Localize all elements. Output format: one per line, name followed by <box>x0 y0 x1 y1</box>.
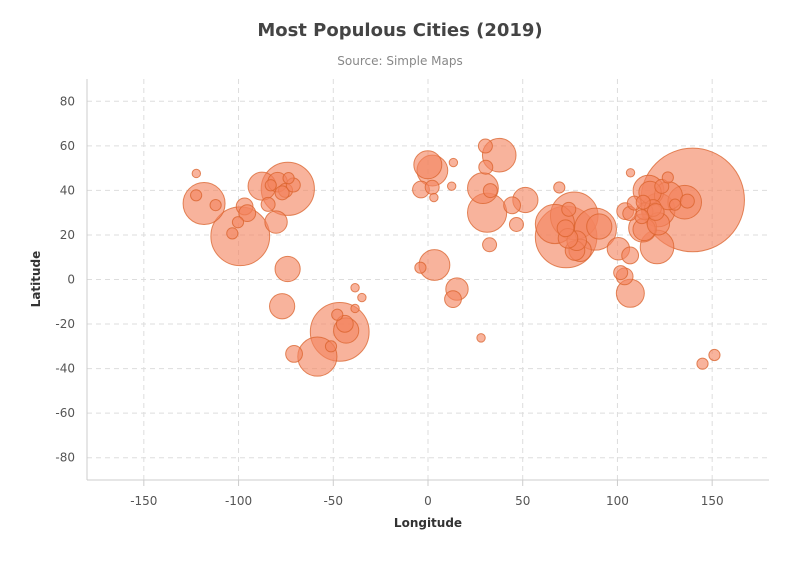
y-tick-label: 80 <box>60 94 75 108</box>
city-bubble[interactable] <box>508 216 524 232</box>
city-bubble[interactable] <box>226 227 239 240</box>
axes <box>86 79 769 486</box>
x-tick-label: 100 <box>606 494 629 508</box>
y-axis-title: Latitude <box>29 251 43 308</box>
city-bubble[interactable] <box>264 210 288 234</box>
city-bubble[interactable] <box>477 138 493 154</box>
city-bubble[interactable] <box>621 246 640 265</box>
y-tick-label: -40 <box>55 362 75 376</box>
city-bubble[interactable] <box>708 348 721 362</box>
city-bubble[interactable] <box>561 201 577 217</box>
x-tick-label: 50 <box>515 494 530 508</box>
city-bubble[interactable] <box>444 290 462 309</box>
city-bubble[interactable] <box>238 204 257 223</box>
city-bubble[interactable] <box>331 308 344 321</box>
city-bubble[interactable] <box>350 303 360 314</box>
city-bubble[interactable] <box>414 261 427 274</box>
city-bubble[interactable] <box>357 292 367 303</box>
y-tick-label: -60 <box>55 406 75 420</box>
city-bubble[interactable] <box>209 198 222 212</box>
city-bubble[interactable] <box>269 293 296 320</box>
y-tick-label: 60 <box>60 139 75 153</box>
city-bubble[interactable] <box>679 193 695 209</box>
city-bubble[interactable] <box>448 157 459 168</box>
chart-title: Most Populous Cities (2019) <box>257 20 543 41</box>
city-bubble[interactable] <box>646 203 665 221</box>
city-bubble[interactable] <box>231 216 245 229</box>
y-tick-label: -80 <box>55 451 75 465</box>
city-bubble[interactable] <box>503 196 522 215</box>
city-bubble[interactable] <box>274 255 301 283</box>
city-bubble[interactable] <box>476 333 486 343</box>
city-bubble[interactable] <box>424 179 440 195</box>
tick-labels: -150 -100 -50 0 50 100 150 -80 -60 -40 -20 0 20 40 60 8… <box>55 94 723 508</box>
bubble-series <box>182 137 745 377</box>
city-bubble[interactable] <box>556 219 575 238</box>
x-tick-label: -50 <box>323 494 343 508</box>
city-bubble[interactable] <box>324 340 338 353</box>
city-bubble[interactable] <box>696 357 709 370</box>
city-bubble[interactable] <box>635 194 651 210</box>
city-bubble[interactable] <box>625 168 636 178</box>
city-bubble[interactable] <box>350 283 360 293</box>
x-tick-label: 150 <box>701 494 724 508</box>
city-bubble[interactable] <box>613 265 629 281</box>
x-tick-label: -150 <box>130 494 157 508</box>
city-bubble[interactable] <box>274 185 290 201</box>
city-bubble[interactable] <box>285 345 303 363</box>
city-bubble[interactable] <box>478 159 494 175</box>
city-bubble[interactable] <box>282 172 295 185</box>
city-bubble[interactable] <box>260 196 276 212</box>
city-bubble[interactable] <box>661 171 674 184</box>
city-bubble[interactable] <box>191 168 202 179</box>
city-bubble[interactable] <box>482 183 498 199</box>
city-bubble[interactable] <box>482 237 498 253</box>
city-bubble[interactable] <box>634 209 650 225</box>
city-bubble[interactable] <box>264 179 277 192</box>
city-bubble[interactable] <box>668 198 682 211</box>
city-bubble[interactable] <box>190 189 203 202</box>
y-tick-label: 40 <box>60 183 75 197</box>
x-tick-label: -100 <box>225 494 252 508</box>
y-tick-label: -20 <box>55 317 75 331</box>
x-tick-label: 0 <box>424 494 432 508</box>
city-bubble[interactable] <box>446 181 457 191</box>
y-tick-label: 20 <box>60 228 75 242</box>
chart-subtitle: Source: Simple Maps <box>337 54 463 68</box>
y-tick-label: 0 <box>67 273 75 287</box>
city-bubble[interactable] <box>429 192 439 203</box>
city-bubble[interactable] <box>553 181 566 194</box>
city-bubble[interactable] <box>413 150 443 180</box>
x-axis-title: Longitude <box>394 516 462 530</box>
city-bubble[interactable] <box>586 213 613 240</box>
